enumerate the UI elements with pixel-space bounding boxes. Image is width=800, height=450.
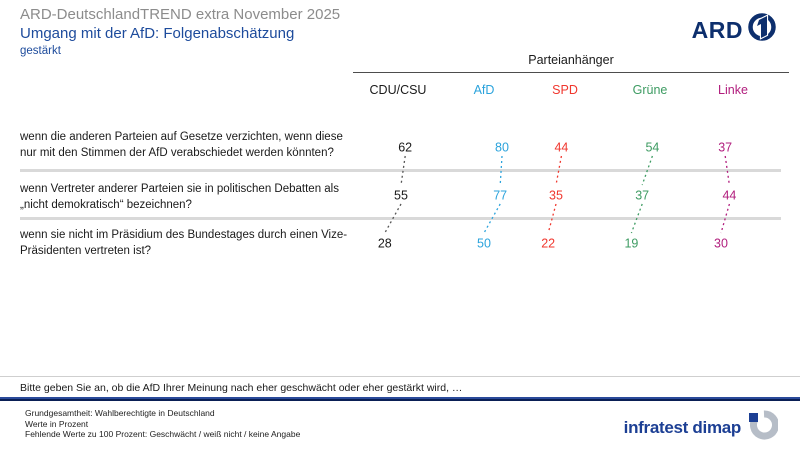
value-label: 30 [714,237,728,251]
question-text-line: wenn sie nicht im Präsidium des Bundesta… [20,229,348,241]
report-supertitle: ARD-DeutschlandTREND extra November 2025 [20,6,341,23]
methodology-notes: Grundgesamtheit: Wahlberechtigte in Deut… [25,408,300,440]
value-label: 50 [477,237,491,251]
question-text-line: „nicht demokratisch“ bezeichnen? [20,198,192,211]
row-separator [20,217,781,220]
value-label: 44 [722,189,736,203]
trend-connector-line [483,203,501,234]
question-text: wenn sie nicht im Präsidium des Bundesta… [20,228,390,259]
value-label: 22 [541,237,555,251]
ard-logo-text: ARD [691,16,743,43]
trend-connector-line [400,155,406,186]
navy-divider-band [0,397,800,401]
column-header: Linke [718,83,748,97]
column-header: CDU/CSU [369,83,427,97]
methodology-line-2: Werte in Prozent [25,418,89,429]
question-text-line: wenn Vertreter anderer Parteien sie in p… [20,183,339,195]
group-header-parteianhaenger: Parteianhänger [528,53,614,67]
trend-connector-line [724,155,731,186]
page-title: Umgang mit der AfD: Folgenabschätzung [20,25,295,42]
methodology-line-1: Grundgesamtheit: Wahlberechtigte in Deut… [25,408,215,418]
question-text-line: Präsidenten vertreten ist? [20,244,152,257]
infratest-dimap-logo: infratest dimap [623,410,779,445]
column-header: SPD [552,83,578,97]
question-text-line: nur mit den Stimmen der AfD verabschiede… [20,146,334,159]
ard-one-ring-icon [746,11,778,48]
value-label: 37 [635,189,649,203]
trend-connector-line [384,203,402,234]
infratest-dimap-logo-text: infratest dimap [623,417,742,437]
value-label: 28 [378,237,392,251]
survey-question-footnote: Bitte geben Sie an, ob die AfD Ihrer Mei… [20,382,463,394]
value-label: 55 [394,189,408,203]
value-label: 37 [718,141,732,155]
row-separator [20,169,781,172]
value-label: 80 [495,141,509,155]
trend-connector-line [547,203,557,234]
slope-chart: 62 55 28 80 77 50 44 35 22 54 37 19 37 44 30 [378,141,737,251]
footnote-rule [0,376,800,377]
value-label: 19 [624,237,638,251]
methodology-line-3: Fehlende Werte zu 100 Prozent: Geschwäch… [25,429,301,439]
value-label: 77 [493,189,507,203]
trend-connector-line [641,155,654,186]
value-label: 35 [549,189,563,203]
column-header: Grüne [632,83,668,97]
trend-connector-line [630,203,643,234]
ard-logo: ARD [692,11,778,48]
trend-connector-line [499,155,503,186]
page-subtitle: gestärkt [20,45,61,57]
question-text: wenn Vertreter anderer Parteien sie in p… [20,182,390,213]
trend-connector-line [555,155,563,186]
question-text: wenn die anderen Parteien auf Gesetze ve… [20,130,390,161]
group-header-rule [353,72,789,73]
value-label: 44 [554,141,568,155]
trend-connector-line [720,203,731,234]
infratest-dimap-mark-icon [748,410,779,445]
value-label: 62 [398,141,412,155]
question-text-line: wenn die anderen Parteien auf Gesetze ve… [20,131,343,143]
column-header: AfD [473,83,495,97]
value-label: 54 [645,141,659,155]
